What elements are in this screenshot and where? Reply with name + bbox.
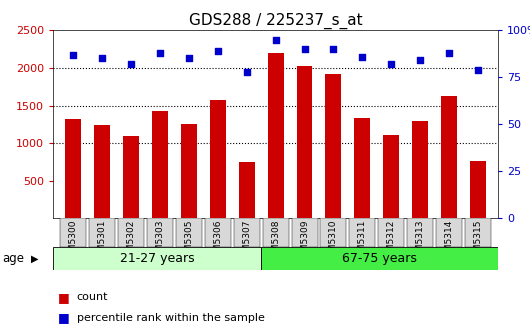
FancyBboxPatch shape [465, 218, 491, 247]
Text: GSM5313: GSM5313 [416, 220, 425, 263]
Point [474, 67, 482, 73]
Bar [152, 111, 168, 218]
Bar [94, 125, 110, 218]
Bar [355, 118, 370, 218]
Bar [412, 121, 428, 218]
Text: GSM5311: GSM5311 [358, 220, 367, 263]
Bar [210, 100, 226, 218]
Point [387, 61, 395, 67]
FancyBboxPatch shape [436, 218, 462, 247]
Bar [441, 96, 457, 218]
Bar [123, 136, 139, 218]
Text: GSM5303: GSM5303 [155, 220, 164, 263]
FancyBboxPatch shape [53, 247, 261, 270]
FancyBboxPatch shape [349, 218, 375, 247]
FancyBboxPatch shape [378, 218, 404, 247]
Text: GSM5301: GSM5301 [98, 220, 107, 263]
Text: GSM5315: GSM5315 [473, 220, 482, 263]
FancyBboxPatch shape [407, 218, 433, 247]
Text: GSM5300: GSM5300 [69, 220, 78, 263]
Bar [470, 161, 486, 218]
FancyBboxPatch shape [89, 218, 115, 247]
Point [98, 56, 107, 61]
Text: 21-27 years: 21-27 years [120, 252, 194, 265]
Text: GSM5310: GSM5310 [329, 220, 338, 263]
Text: age: age [3, 252, 25, 265]
Point [445, 50, 453, 55]
Text: count: count [77, 292, 108, 302]
Bar [325, 74, 341, 218]
Bar [383, 135, 399, 218]
Text: GSM5302: GSM5302 [127, 220, 136, 263]
Point [301, 46, 309, 52]
Text: GSM5305: GSM5305 [184, 220, 193, 263]
Text: percentile rank within the sample: percentile rank within the sample [77, 312, 264, 323]
Text: GSM5307: GSM5307 [242, 220, 251, 263]
FancyBboxPatch shape [321, 218, 347, 247]
FancyBboxPatch shape [60, 218, 86, 247]
Text: 67-75 years: 67-75 years [342, 252, 417, 265]
FancyBboxPatch shape [118, 218, 144, 247]
FancyBboxPatch shape [234, 218, 260, 247]
FancyBboxPatch shape [205, 218, 231, 247]
FancyBboxPatch shape [261, 247, 498, 270]
Point [127, 61, 135, 67]
Point [271, 37, 280, 42]
FancyBboxPatch shape [262, 218, 289, 247]
Bar [297, 67, 313, 218]
Bar [65, 119, 81, 218]
Point [184, 56, 193, 61]
Bar [268, 53, 284, 218]
Bar [238, 162, 254, 218]
Text: ■: ■ [58, 291, 70, 304]
Text: ■: ■ [58, 311, 70, 324]
Point [214, 48, 222, 54]
Text: ▶: ▶ [31, 254, 38, 264]
Point [156, 50, 164, 55]
Title: GDS288 / 225237_s_at: GDS288 / 225237_s_at [189, 13, 363, 29]
Text: GSM5312: GSM5312 [387, 220, 396, 263]
FancyBboxPatch shape [292, 218, 317, 247]
FancyBboxPatch shape [147, 218, 173, 247]
Text: GSM5308: GSM5308 [271, 220, 280, 263]
FancyBboxPatch shape [176, 218, 202, 247]
Point [242, 69, 251, 74]
Text: GSM5309: GSM5309 [300, 220, 309, 263]
Bar [181, 124, 197, 218]
Text: GSM5314: GSM5314 [445, 220, 454, 263]
Point [416, 58, 425, 63]
Point [69, 52, 77, 57]
Point [329, 46, 338, 52]
Point [358, 54, 367, 59]
Text: GSM5306: GSM5306 [213, 220, 222, 263]
